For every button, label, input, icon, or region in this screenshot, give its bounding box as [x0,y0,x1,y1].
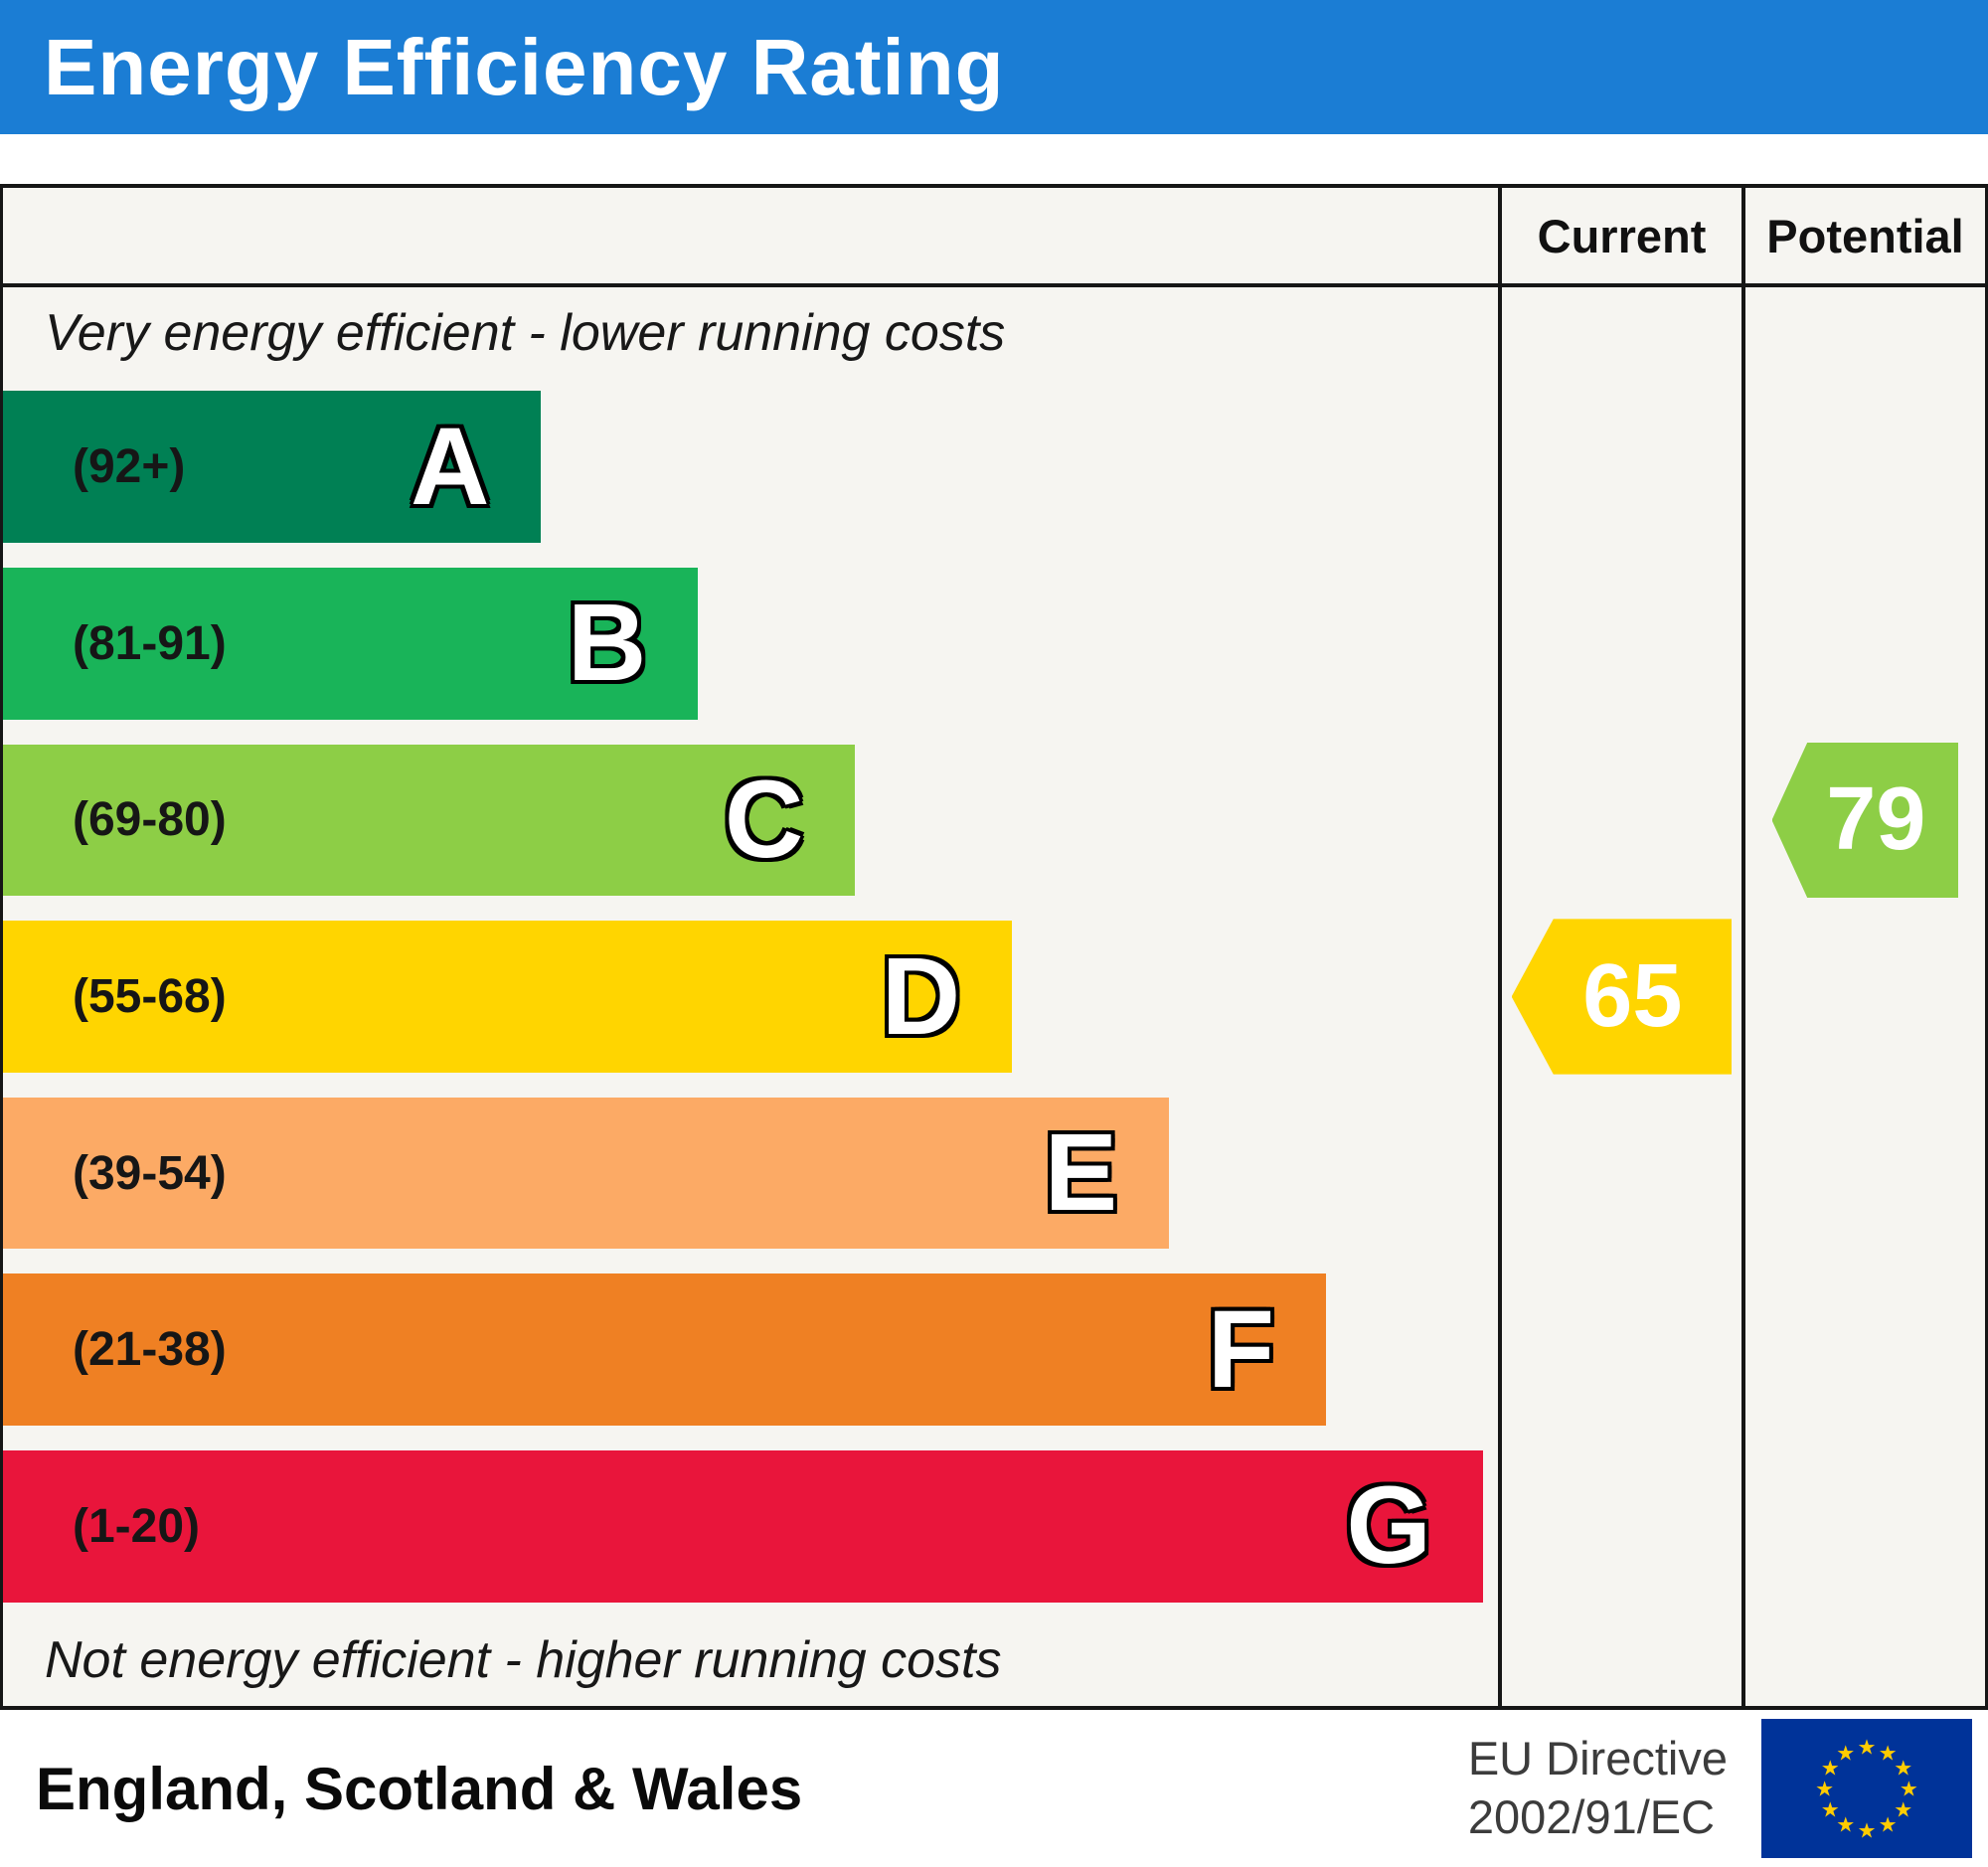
svg-text:★: ★ [1857,1818,1876,1843]
current-slot-b [1502,556,1741,733]
svg-text:★: ★ [1836,1740,1855,1765]
band-letter-e: E [1044,1111,1118,1235]
band-range-g: (1-20) [73,1499,201,1553]
current-slot-e [1502,1085,1741,1262]
eu-flag-icon: ★ ★ ★ ★ ★ ★ ★ ★ ★ ★ ★ ★ [1761,1719,1972,1858]
band-row-f: (21-38) F [3,1262,1498,1439]
band-letter-g: G [1346,1464,1431,1588]
band-bar-a: (92+) A [3,391,542,544]
current-column-body: 65 [1502,287,1741,1706]
band-bar-g: (1-20) G [3,1449,1483,1603]
svg-text:★: ★ [1821,1756,1840,1781]
bands-header-spacer [3,188,1498,287]
band-bar-c: (69-80) C [3,744,856,897]
potential-rating-value: 79 [1826,769,1926,870]
band-letter-f: F [1207,1287,1275,1411]
potential-rating-arrow: 79 [1771,742,1959,899]
eu-directive-line2: 2002/91/EC [1467,1790,1716,1843]
rating-chart-frame: Very energy efficient - lower running co… [0,184,1988,1710]
svg-text:★: ★ [1821,1797,1840,1822]
current-slot-c [1502,732,1741,909]
band-row-d: (55-68) D [3,909,1498,1086]
band-letter-d: D [881,934,961,1058]
band-range-f: (21-38) [73,1323,227,1377]
band-bar-e: (39-54) E [3,1097,1170,1250]
band-bar-f: (21-38) F [3,1273,1327,1427]
svg-text:★: ★ [1879,1812,1898,1837]
band-row-c: (69-80) C [3,732,1498,909]
title-gap [0,134,1988,184]
svg-text:★: ★ [1857,1735,1876,1760]
current-column-header: Current [1502,188,1741,287]
current-column: Current 65 [1498,188,1741,1706]
band-letter-b: B [567,582,647,705]
potential-column-header: Potential [1745,188,1985,287]
eu-directive-label: EU Directive 2002/91/EC [1468,1730,1728,1847]
band-range-a: (92+) [73,440,186,494]
band-range-e: (39-54) [73,1146,227,1200]
svg-text:★: ★ [1815,1776,1834,1800]
band-range-b: (81-91) [73,616,227,670]
eu-flag-field [1761,1719,1972,1858]
bands-panel: Very energy efficient - lower running co… [3,188,1498,1706]
page-title: Energy Efficiency Rating [44,22,1005,111]
bottom-scale-text: Not energy efficient - higher running co… [45,1631,1002,1690]
svg-text:★: ★ [1900,1776,1918,1800]
band-letter-a: A [410,405,490,528]
current-slot-f [1502,1262,1741,1439]
footer-region-label: England, Scotland & Wales [36,1755,803,1822]
band-letter-c: C [724,758,804,881]
footer: England, Scotland & Wales EU Directive 2… [0,1710,1988,1867]
current-slot-d: 65 [1502,909,1741,1086]
current-rating-value: 65 [1582,946,1683,1047]
top-scale-text: Very energy efficient - lower running co… [45,304,1006,362]
title-bar: Energy Efficiency Rating [0,0,1988,134]
potential-column-body: 79 [1745,287,1985,1706]
band-bar-d: (55-68) D [3,921,1013,1073]
footer-right: EU Directive 2002/91/EC ★ ★ ★ ★ ★ ★ ★ ★ … [1468,1719,1972,1858]
current-slot-g [1502,1438,1741,1614]
band-row-g: (1-20) G [3,1438,1498,1614]
potential-column: Potential 79 [1741,188,1985,1706]
potential-slot-g [1745,1438,1985,1614]
svg-text:★: ★ [1894,1756,1912,1781]
band-range-c: (69-80) [73,793,227,847]
potential-slot-c: 79 [1745,732,1985,909]
band-row-b: (81-91) B [3,556,1498,733]
current-slot-a [1502,379,1741,556]
potential-slot-b [1745,556,1985,733]
band-row-e: (39-54) E [3,1085,1498,1262]
svg-text:★: ★ [1836,1812,1855,1837]
eu-directive-line1: EU Directive [1467,1732,1728,1785]
current-bottom-spacer [1502,1614,1741,1706]
potential-bottom-spacer [1745,1614,1985,1706]
band-range-d: (55-68) [73,970,227,1024]
band-bar-b: (81-91) B [3,568,699,720]
current-column-label: Current [1537,209,1707,262]
current-rating-arrow: 65 [1511,919,1733,1075]
potential-slot-d [1745,909,1985,1086]
band-row-a: (92+) A [3,379,1498,556]
svg-text:★: ★ [1894,1797,1912,1822]
potential-slot-f [1745,1262,1985,1439]
potential-slot-e [1745,1085,1985,1262]
potential-top-spacer [1745,287,1985,379]
current-top-spacer [1502,287,1741,379]
potential-column-label: Potential [1766,209,1964,262]
bands-body: Very energy efficient - lower running co… [3,287,1498,1706]
potential-slot-a [1745,379,1985,556]
svg-text:★: ★ [1879,1740,1898,1765]
eu-flag-stars: ★ ★ ★ ★ ★ ★ ★ ★ ★ ★ ★ ★ [1815,1735,1918,1843]
